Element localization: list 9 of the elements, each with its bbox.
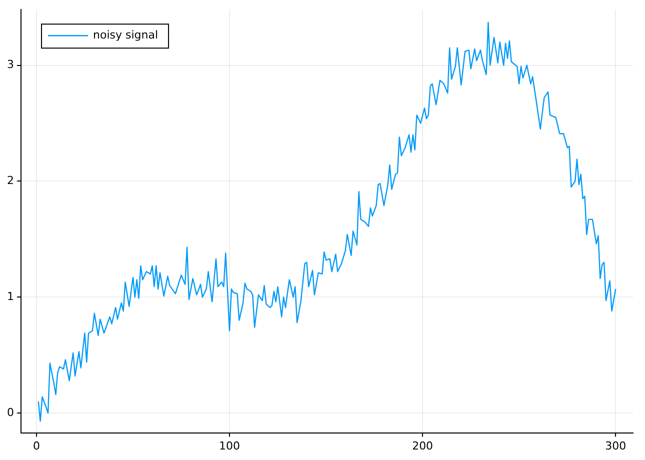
x-tick-label: 0 [32,439,40,452]
y-tick-label: 2 [7,174,14,188]
x-tick-label: 100 [219,439,240,452]
y-tick-label: 1 [7,290,14,304]
x-tick-label: 300 [605,439,626,452]
y-tick-label: 3 [7,58,14,72]
y-tick-label: 0 [7,406,14,419]
x-tick-label: 200 [412,439,434,452]
legend-label: noisy signal [93,28,158,42]
